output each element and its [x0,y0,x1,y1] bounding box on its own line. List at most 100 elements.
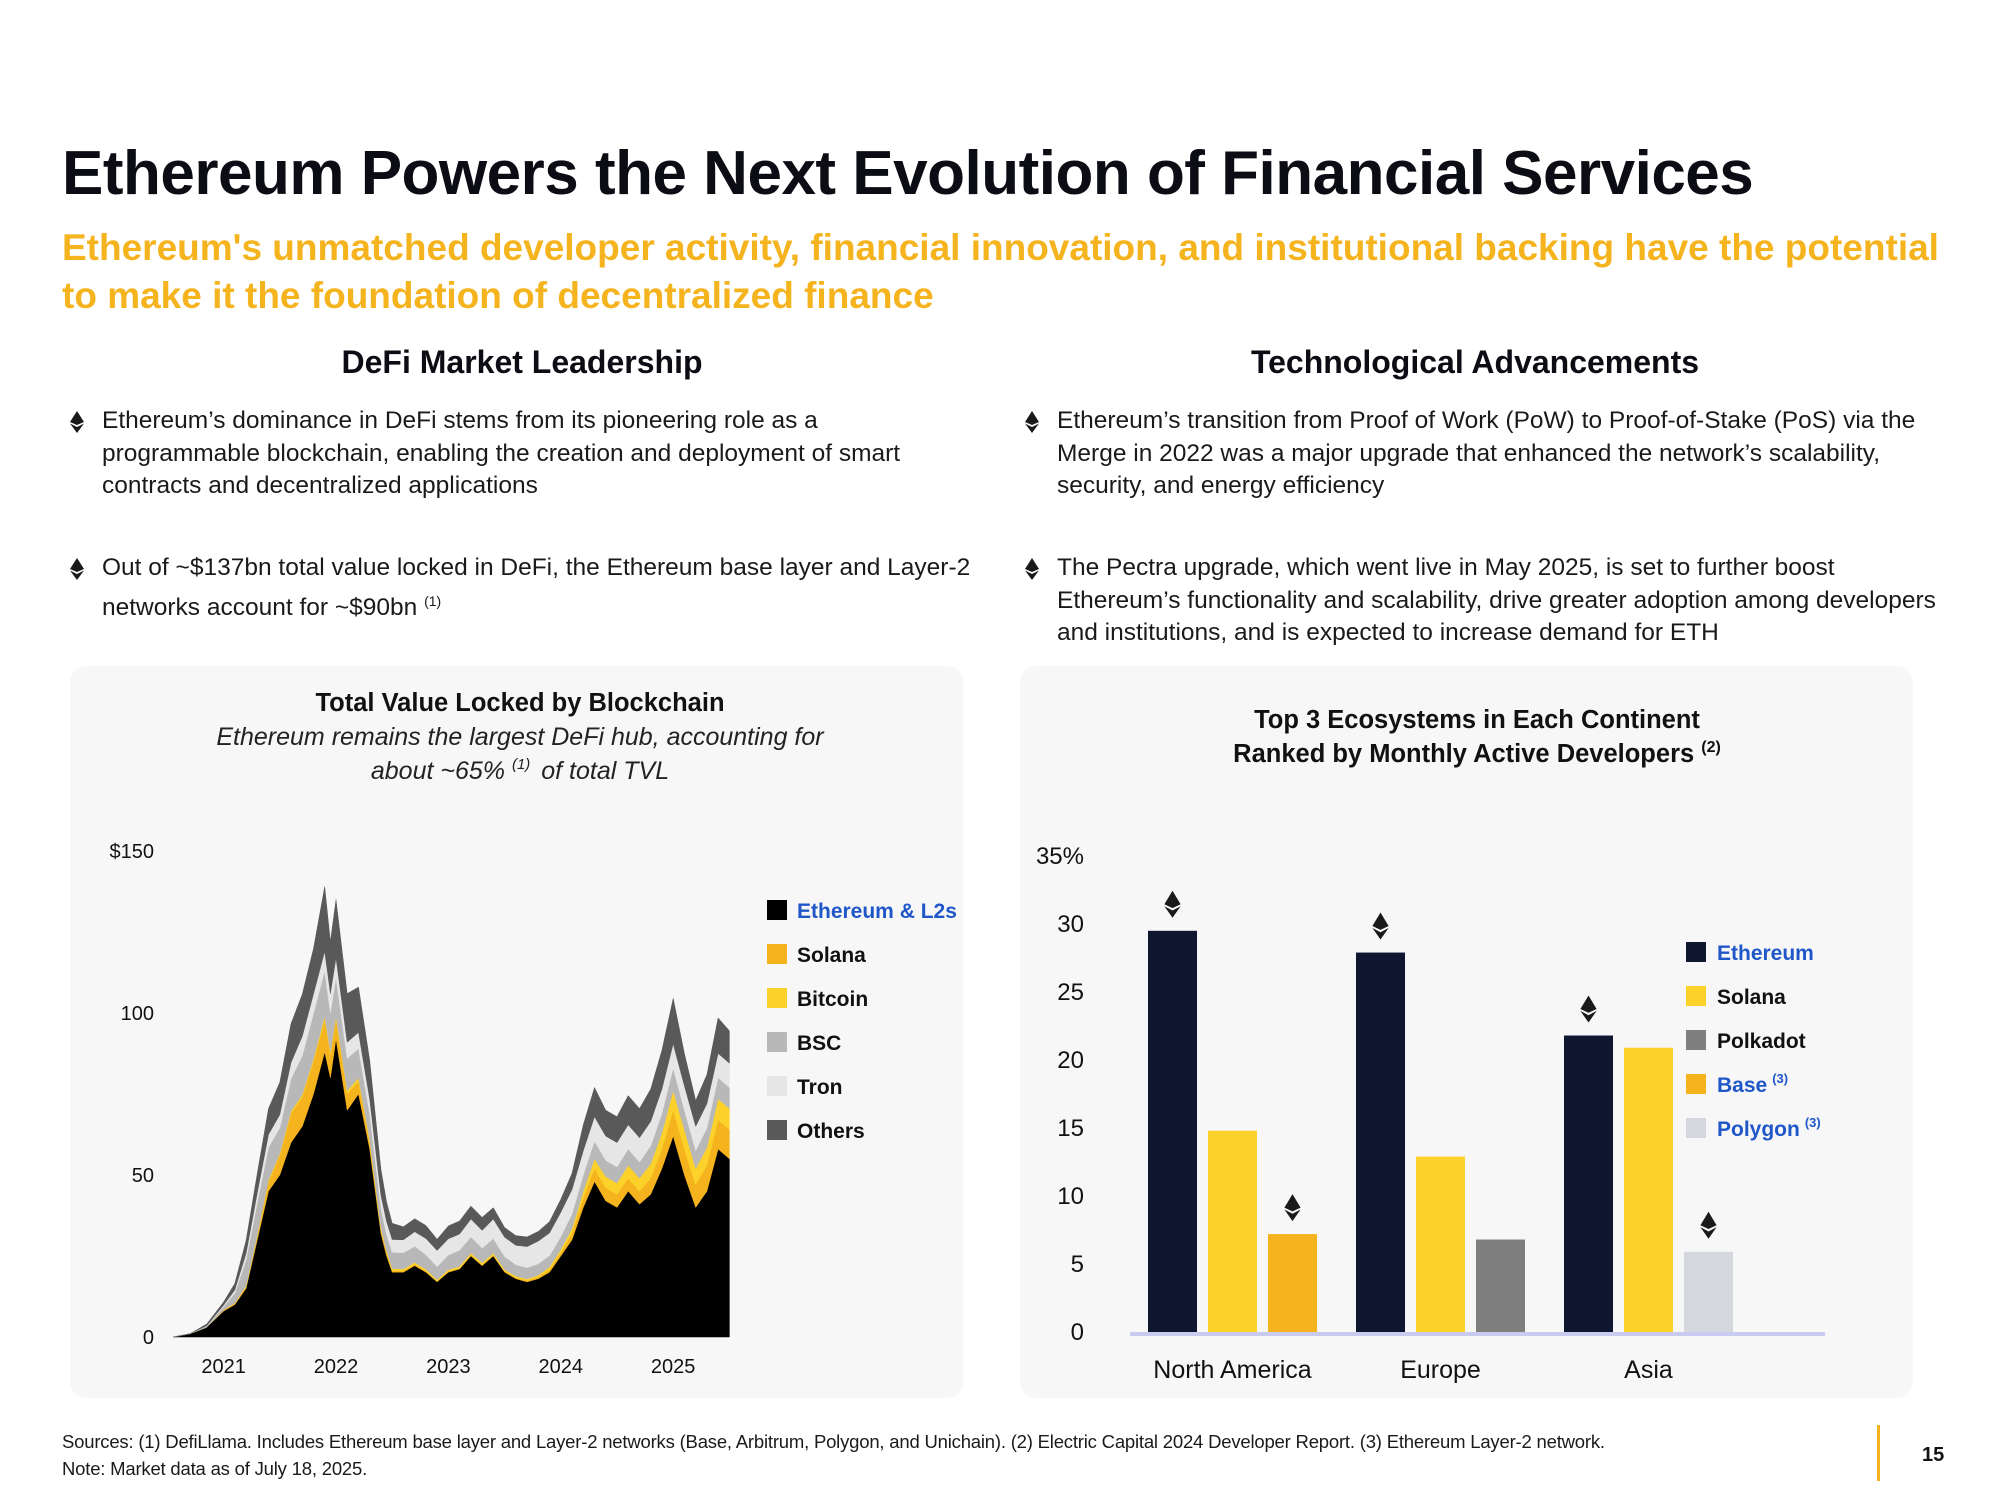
tvl-legend-item: Others [767,1120,865,1143]
tvl-y-tick-label: 100 [121,1003,154,1025]
developers-bar-solana [1416,1156,1465,1332]
developers-title-line2-text: Ranked by Monthly Active Developers [1233,740,1694,768]
tvl-y-axis: 0 50 100 $150 [110,841,155,1349]
developers-legend-name: Solana [1717,986,1786,1009]
developers-y-tick-label: 0 [1071,1319,1084,1346]
tvl-legend-swatch [767,988,787,1008]
page-number: 15 [1922,1444,1945,1466]
tvl-x-tick-label: 2021 [201,1356,246,1378]
developers-legend-swatch [1686,942,1706,962]
left-bullet-2: Out of ~$137bn total value locked in DeF… [70,552,982,624]
developers-x-tick-label: Asia [1624,1356,1673,1384]
tvl-legend-swatch [767,1032,787,1052]
developers-bar-base [1268,1234,1317,1332]
tvl-area-others [172,886,730,1338]
developers-legend-swatch [1686,1074,1706,1094]
developers-legend-item: Ethereum [1686,942,1814,965]
footer-divider [1877,1425,1880,1481]
tvl-area-layers [172,886,730,1338]
right-bullet-1: Ethereum’s transition from Proof of Work… [1025,405,1937,503]
ethereum-marker-icon [1372,912,1389,940]
developers-bars [1148,890,1733,1332]
tvl-x-tick-label: 2024 [539,1356,584,1378]
tvl-chart: Total Value Locked by Blockchain Ethereu… [110,689,957,1378]
developers-chart-title: Top 3 Ecosystems in Each Continent [1254,706,1700,734]
developers-bar-ethereum [1564,1035,1613,1332]
developers-legend-label: Polygon (3) [1717,1115,1821,1141]
tvl-subtitle-part-b: of total TVL [541,757,669,785]
developers-y-tick-label: 20 [1057,1047,1084,1074]
developers-legend-footnote: (3) [1805,1115,1821,1130]
developers-legend-name: Ethereum [1717,942,1814,965]
tvl-legend-label: Ethereum & L2s [797,900,957,923]
developers-legend-footnote: (3) [1772,1071,1788,1086]
tvl-legend-item: Ethereum & L2s [767,900,957,923]
tvl-chart-title: Total Value Locked by Blockchain [315,689,724,717]
page-title: Ethereum Powers the Next Evolution of Fi… [62,139,1754,208]
developers-bar-ethereum [1356,952,1405,1332]
tvl-legend-swatch [767,1120,787,1140]
tvl-legend-swatch [767,1076,787,1096]
tvl-legend-label: Others [797,1120,865,1143]
developers-legend-label: Base (3) [1717,1071,1788,1097]
ethereum-marker-icon [1284,1194,1301,1222]
tvl-legend-item: BSC [767,1032,841,1055]
tvl-subtitle-part-a: about ~65% [371,757,505,785]
developers-legend-item: Solana [1686,986,1786,1009]
developers-y-tick-label: 25 [1057,979,1084,1006]
developers-legend-name: Polygon [1717,1118,1800,1141]
developers-bar-polkadot [1476,1239,1525,1332]
tvl-chart-subtitle-line2: about ~65% (1) of total TVL [371,747,669,785]
developers-legend-swatch [1686,986,1706,1006]
tvl-x-tick-label: 2023 [426,1356,471,1378]
developers-legend-swatch [1686,1118,1706,1138]
tvl-x-axis: 2021 2022 2023 2024 2025 [201,1356,695,1378]
tvl-legend: Ethereum & L2s Solana Bitcoin BSC Tron Others [767,900,957,1143]
right-bullet-2: The Pectra upgrade, which went live in M… [1025,552,1937,650]
tvl-y-tick-label: 0 [143,1327,154,1349]
developers-chart: Top 3 Ecosystems in Each Continent Ranke… [1036,706,1825,1384]
developers-y-tick-label: 15 [1057,1115,1084,1142]
right-bullet-1-text: Ethereum’s transition from Proof of Work… [1057,407,1916,499]
tvl-legend-label: BSC [797,1032,841,1055]
ethereum-bullet-icon [1025,558,1039,580]
developers-chart-title-line2: Ranked by Monthly Active Developers (2) [1233,739,1721,768]
right-bullet-2-text: The Pectra upgrade, which went live in M… [1057,554,1936,646]
tvl-legend-swatch [767,944,787,964]
left-bullet-1: Ethereum’s dominance in DeFi stems from … [70,405,982,503]
developers-bar-solana [1624,1047,1673,1332]
tvl-legend-label: Solana [797,944,866,967]
developers-y-tick-label: 35% [1036,843,1084,870]
developers-legend-item: Polygon (3) [1686,1115,1821,1141]
developers-x-tick-label: North America [1153,1356,1311,1384]
developers-legend-label: Polkadot [1717,1030,1806,1053]
footer-note: Note: Market data as of July 18, 2025. [62,1458,368,1479]
developers-bar-ethereum [1148,930,1197,1332]
tvl-legend-item: Solana [767,944,866,967]
developers-legend-item: Polkadot [1686,1030,1806,1053]
developers-bar-polygon [1684,1251,1733,1332]
developers-title-footnote: (2) [1701,739,1721,756]
defi-leadership-heading: DeFi Market Leadership [341,344,703,380]
developers-y-tick-label: 30 [1057,911,1084,938]
tvl-subtitle-footnote: (1) [512,756,530,773]
developers-chart-panel: Top 3 Ecosystems in Each Continent Ranke… [1020,666,1913,1398]
ethereum-marker-icon [1580,995,1597,1023]
left-bullet-1-text: Ethereum’s dominance in DeFi stems from … [102,407,901,499]
tvl-y-tick-label: 50 [132,1165,154,1187]
developers-legend-item: Base (3) [1686,1071,1788,1097]
developers-legend-name: Polkadot [1717,1030,1806,1053]
developers-legend-swatch [1686,1030,1706,1050]
developers-y-axis: 0 5 10 15 20 25 30 35% [1036,843,1825,1346]
developers-y-tick-label: 10 [1057,1183,1084,1210]
tvl-legend-label: Tron [797,1076,843,1099]
ethereum-marker-icon [1164,890,1181,918]
developers-legend-label: Ethereum [1717,942,1814,965]
ethereum-marker-icon [1700,1211,1717,1239]
left-bullet-2-text: Out of ~$137bn total value locked in DeF… [102,554,971,621]
footer-notes: Sources: (1) DefiLlama. Includes Ethereu… [62,1428,1605,1482]
tvl-legend-item: Tron [767,1076,843,1099]
developers-legend-name: Base [1717,1074,1767,1097]
developers-bar-solana [1208,1130,1257,1332]
tvl-legend-item: Bitcoin [767,988,868,1011]
